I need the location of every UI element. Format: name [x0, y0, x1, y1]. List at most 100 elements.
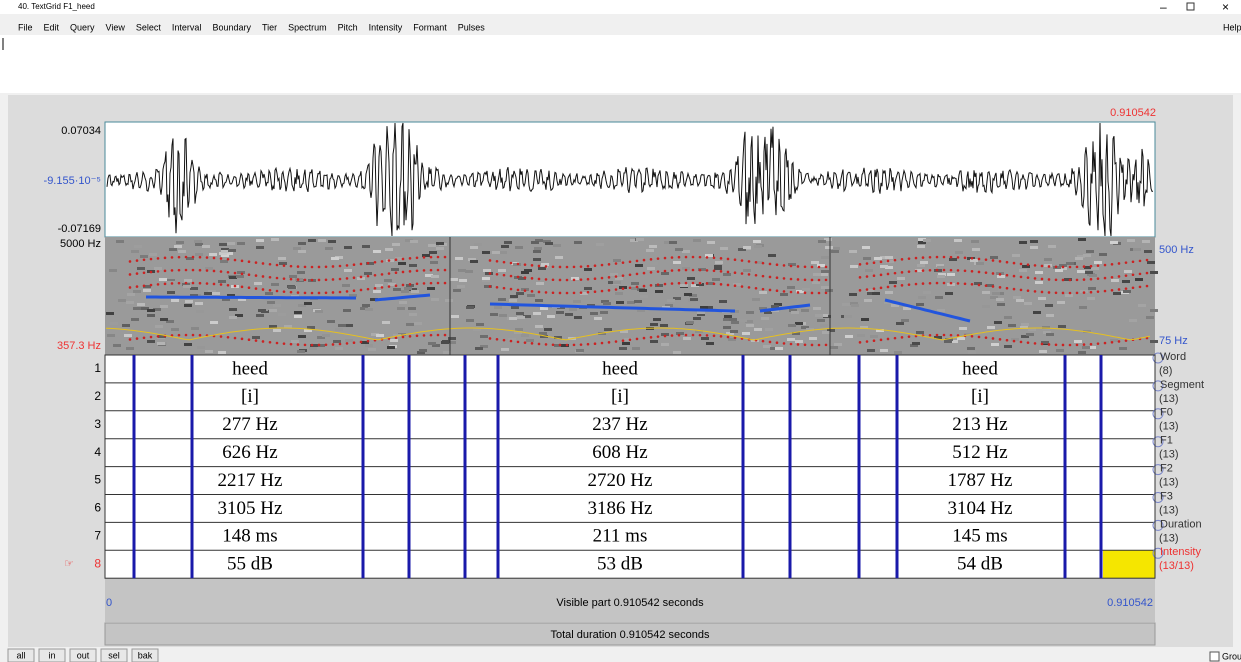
- interval-label[interactable]: 148 ms: [222, 526, 277, 547]
- menu-item[interactable]: Pitch: [338, 22, 358, 32]
- tier-number[interactable]: 5: [94, 473, 101, 487]
- interval-label[interactable]: 626 Hz: [222, 442, 277, 463]
- tier-number[interactable]: 8: [94, 556, 101, 570]
- interval-label[interactable]: 608 Hz: [592, 442, 647, 463]
- formant-dot: [797, 291, 800, 294]
- spectrogram-cell: [517, 316, 525, 319]
- spectrogram-cell: [1135, 278, 1143, 281]
- formant-dot: [220, 257, 223, 260]
- menu-item[interactable]: File: [18, 22, 33, 32]
- tier-number[interactable]: 3: [94, 417, 101, 431]
- formant-dot: [1020, 263, 1023, 266]
- spectrogram-cell: [1033, 311, 1041, 314]
- menu-item[interactable]: Spectrum: [288, 22, 327, 32]
- formant-dot: [734, 284, 737, 287]
- menu-item[interactable]: Interval: [172, 22, 202, 32]
- interval-label[interactable]: 211 ms: [593, 526, 648, 547]
- formant-dot: [783, 264, 786, 267]
- spectrogram-cell: [236, 275, 244, 278]
- interval-label[interactable]: 237 Hz: [592, 414, 647, 435]
- formant-dot: [416, 269, 419, 272]
- spectrogram-cell: [706, 342, 714, 345]
- tier-number[interactable]: 7: [94, 529, 101, 543]
- spectrogram-cell: [1085, 271, 1093, 274]
- spectrogram-cell: [640, 295, 648, 298]
- formant-dot: [908, 283, 911, 286]
- menu-item[interactable]: Formant: [413, 22, 447, 32]
- tier-number[interactable]: 1: [94, 361, 101, 375]
- interval-label[interactable]: heed: [232, 358, 268, 379]
- spectrogram-cell: [673, 351, 681, 354]
- spectrogram-cell: [220, 260, 228, 263]
- tier-number[interactable]: 4: [94, 445, 101, 459]
- interval-label[interactable]: [i]: [241, 386, 259, 407]
- formant-dot: [1090, 278, 1093, 281]
- spectrogram-cell: [982, 305, 990, 308]
- menu-item[interactable]: Query: [70, 22, 95, 32]
- interval-label[interactable]: 55 dB: [227, 554, 273, 575]
- interval-label[interactable]: 277 Hz: [222, 414, 277, 435]
- spectrogram-cell: [171, 328, 179, 331]
- spectrogram-cell: [526, 339, 534, 342]
- interval-label[interactable]: 512 Hz: [952, 442, 1007, 463]
- interval-label[interactable]: heed: [602, 358, 638, 379]
- spectrogram-cell: [131, 250, 139, 253]
- formant-dot: [811, 279, 814, 282]
- formant-dot: [769, 289, 772, 292]
- spectrogram-cell: [870, 335, 878, 338]
- interval-label[interactable]: 213 Hz: [952, 414, 1007, 435]
- formant-dot: [748, 286, 751, 289]
- menu-item[interactable]: Pulses: [458, 22, 486, 32]
- menu-help[interactable]: Help: [1223, 22, 1241, 32]
- menu-item[interactable]: View: [106, 22, 126, 32]
- interval-label[interactable]: 2720 Hz: [588, 470, 653, 491]
- menu-item[interactable]: Intensity: [369, 22, 403, 32]
- interval-label[interactable]: 54 dB: [957, 554, 1003, 575]
- formant-dot: [178, 256, 181, 259]
- formant-dot: [262, 340, 265, 343]
- interval-label[interactable]: 3186 Hz: [588, 498, 653, 519]
- interval-label[interactable]: heed: [962, 358, 998, 379]
- interval-label[interactable]: 2217 Hz: [218, 470, 283, 491]
- formant-dot: [437, 269, 440, 272]
- formant-dot: [325, 265, 328, 268]
- menu-item[interactable]: Select: [136, 22, 162, 32]
- interval-label[interactable]: 145 ms: [952, 526, 1007, 547]
- spectrogram-cell: [258, 309, 266, 312]
- spectrogram-cell: [821, 256, 829, 259]
- text-field[interactable]: [0, 35, 1241, 93]
- spectrogram-cell: [972, 248, 980, 251]
- formant-dot: [1020, 276, 1023, 279]
- spectrogram-cell: [126, 347, 134, 350]
- interval-label[interactable]: 3104 Hz: [948, 498, 1013, 519]
- interval-label[interactable]: [i]: [971, 386, 989, 407]
- spectrogram-cell: [269, 309, 277, 312]
- interval-label[interactable]: 3105 Hz: [218, 498, 283, 519]
- menu-item[interactable]: Boundary: [212, 22, 251, 32]
- spectrogram-cell: [1030, 240, 1038, 243]
- spectrogram-cell: [1055, 269, 1063, 272]
- formant-dot: [1097, 290, 1100, 293]
- formant-dot: [346, 342, 349, 345]
- spectrogram-cell: [556, 311, 564, 314]
- minimize[interactable]: –: [1160, 0, 1167, 14]
- group-checkbox[interactable]: [1210, 652, 1219, 661]
- spectrogram-cell: [1124, 270, 1132, 273]
- formant-dot: [136, 337, 139, 340]
- spectrogram-cell: [267, 301, 275, 304]
- spectrogram-cell: [1119, 347, 1127, 350]
- interval-label[interactable]: [i]: [611, 386, 629, 407]
- tier-number[interactable]: 2: [94, 389, 101, 403]
- interval-label[interactable]: 53 dB: [597, 554, 643, 575]
- spectrogram-cell: [844, 315, 852, 318]
- tier-number[interactable]: 6: [94, 501, 101, 515]
- interval-label[interactable]: 1787 Hz: [948, 470, 1013, 491]
- spectrogram-cell: [1144, 250, 1152, 253]
- menu-item[interactable]: Edit: [44, 22, 60, 32]
- formant-dot: [423, 256, 426, 259]
- menu-item[interactable]: Tier: [262, 22, 277, 32]
- formant-dot: [545, 278, 548, 281]
- spectrogram-cell: [754, 328, 762, 331]
- spectrogram-cell: [917, 245, 925, 248]
- close[interactable]: ×: [1222, 0, 1229, 14]
